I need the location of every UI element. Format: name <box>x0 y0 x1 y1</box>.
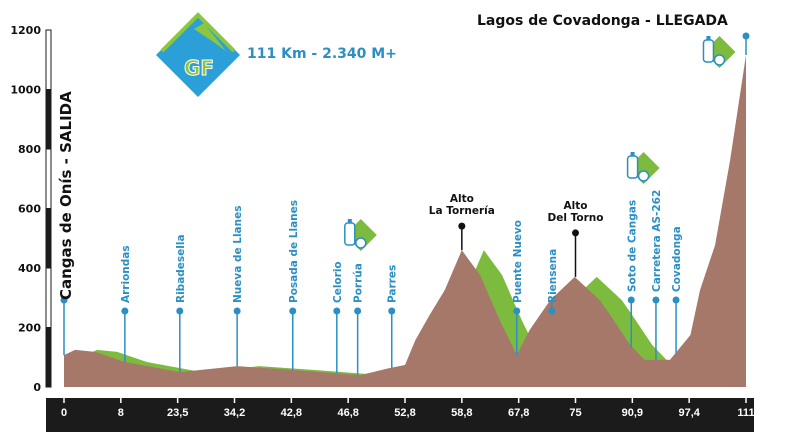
x-tick-label: 42,8 <box>281 407 302 419</box>
summit-label-line2: La Tornería <box>429 205 495 217</box>
logo: GF <box>156 12 240 97</box>
start-marker-dot <box>60 296 68 304</box>
x-axis: 0 8 23,5 34,2 42,8 46,8 52,8 58,8 67,8 75 90,9 97,4… <box>61 393 755 419</box>
x-tick-label: 46,8 <box>337 407 358 419</box>
bottle-icon <box>702 39 715 63</box>
waypoint-dot <box>333 307 341 315</box>
y-tick-label: 600 <box>18 203 41 216</box>
x-tick-label: 90,9 <box>622 407 643 419</box>
bottle-cap-icon <box>706 36 711 40</box>
summit-label-line1: Alto <box>450 193 474 205</box>
waypoint-dot <box>627 296 635 304</box>
y-axis-segment <box>45 208 52 269</box>
y-axis-segment <box>45 327 52 388</box>
waypoint-label: Nueva de Llanes <box>232 206 244 303</box>
y-axis-segment <box>45 29 52 90</box>
waypoint-dot <box>672 296 680 304</box>
y-axis-segment <box>45 148 52 209</box>
waypoint-label: Carretera AS-262 <box>651 190 663 292</box>
y-axis: 0 200 400 600 800 1000 1200 <box>10 24 52 394</box>
y-tick-label: 400 <box>18 262 41 275</box>
apple-icon <box>355 237 367 249</box>
y-tick-label: 200 <box>18 322 41 335</box>
bottle-icon <box>626 155 639 179</box>
waypoint-label: Puente Nuevo <box>512 220 524 303</box>
feed-zone-icon <box>344 219 377 251</box>
y-tick-label: 800 <box>18 143 41 156</box>
terrain-polygon <box>64 54 746 388</box>
y-axis-segment <box>45 89 52 150</box>
waypoint-label: Porrúa <box>353 263 365 303</box>
x-tick-label: 111 <box>737 407 754 419</box>
y-tick-label: 1000 <box>10 84 41 97</box>
waypoint-dot <box>652 296 660 304</box>
x-tick-label: 23,5 <box>167 407 188 419</box>
x-tick-label: 97,4 <box>678 407 700 419</box>
summit-dot <box>458 222 466 230</box>
summit-label-line2: Del Torno <box>548 212 604 224</box>
waypoint-label: Celorio <box>332 261 344 303</box>
feed-zone-icon <box>702 36 736 68</box>
descent-area <box>64 54 746 388</box>
finish-marker-dot <box>742 32 750 40</box>
waypoint-dot <box>233 307 241 315</box>
summit-label-line1: Alto <box>564 200 588 212</box>
x-tick-label: 0 <box>61 407 67 419</box>
waypoint-dot <box>388 307 396 315</box>
waypoint-dot <box>121 307 129 315</box>
waypoint-label: Parres <box>387 265 399 303</box>
apple-icon <box>637 170 650 182</box>
start-label: Cangas de Onís - SALIDA <box>57 91 75 300</box>
x-tick-label: 58,8 <box>451 407 472 419</box>
x-tick-label: 75 <box>569 407 581 419</box>
waypoint-dot <box>354 307 362 315</box>
waypoint-label: Riensena <box>547 249 559 303</box>
y-axis-segment <box>45 267 52 328</box>
x-tick-label: 8 <box>118 407 124 419</box>
waypoint-dot <box>176 307 184 315</box>
waypoint-label: Arriondas <box>120 245 132 303</box>
summit-dot <box>572 229 579 237</box>
finish-title: Lagos de Covadonga - LLEGADA <box>477 13 728 29</box>
x-tick-label: 67,8 <box>508 407 529 419</box>
waypoint-label: Covadonga <box>671 226 683 292</box>
feed-zones <box>344 36 736 251</box>
waypoint-label: Soto de Cangas <box>626 200 638 292</box>
x-tick-label: 34,2 <box>224 407 245 419</box>
logo-text: GF <box>184 56 214 80</box>
waypoint-dot <box>513 307 521 315</box>
descent-shading <box>64 54 746 388</box>
bottle-icon <box>344 222 356 246</box>
terrain-area <box>64 54 746 388</box>
y-tick-label: 1200 <box>10 24 41 37</box>
y-tick-label: 0 <box>33 381 41 394</box>
waypoints: Arriondas Ribadesella Nueva de Llanes Posad… <box>60 32 750 375</box>
apple-icon <box>713 54 726 66</box>
waypoint-dot <box>548 307 556 315</box>
route-stats: 111 Km - 2.340 M+ <box>247 46 397 62</box>
waypoint-label: Posada de Llanes <box>288 200 300 303</box>
x-axis-band <box>46 398 754 432</box>
waypoint-label: Ribadesella <box>175 234 187 303</box>
bottle-cap-icon <box>630 152 635 156</box>
x-tick-label: 52,8 <box>394 407 415 419</box>
feed-zone-icon <box>626 152 660 184</box>
waypoint-dot <box>289 307 297 315</box>
bottle-cap-icon <box>347 219 352 223</box>
